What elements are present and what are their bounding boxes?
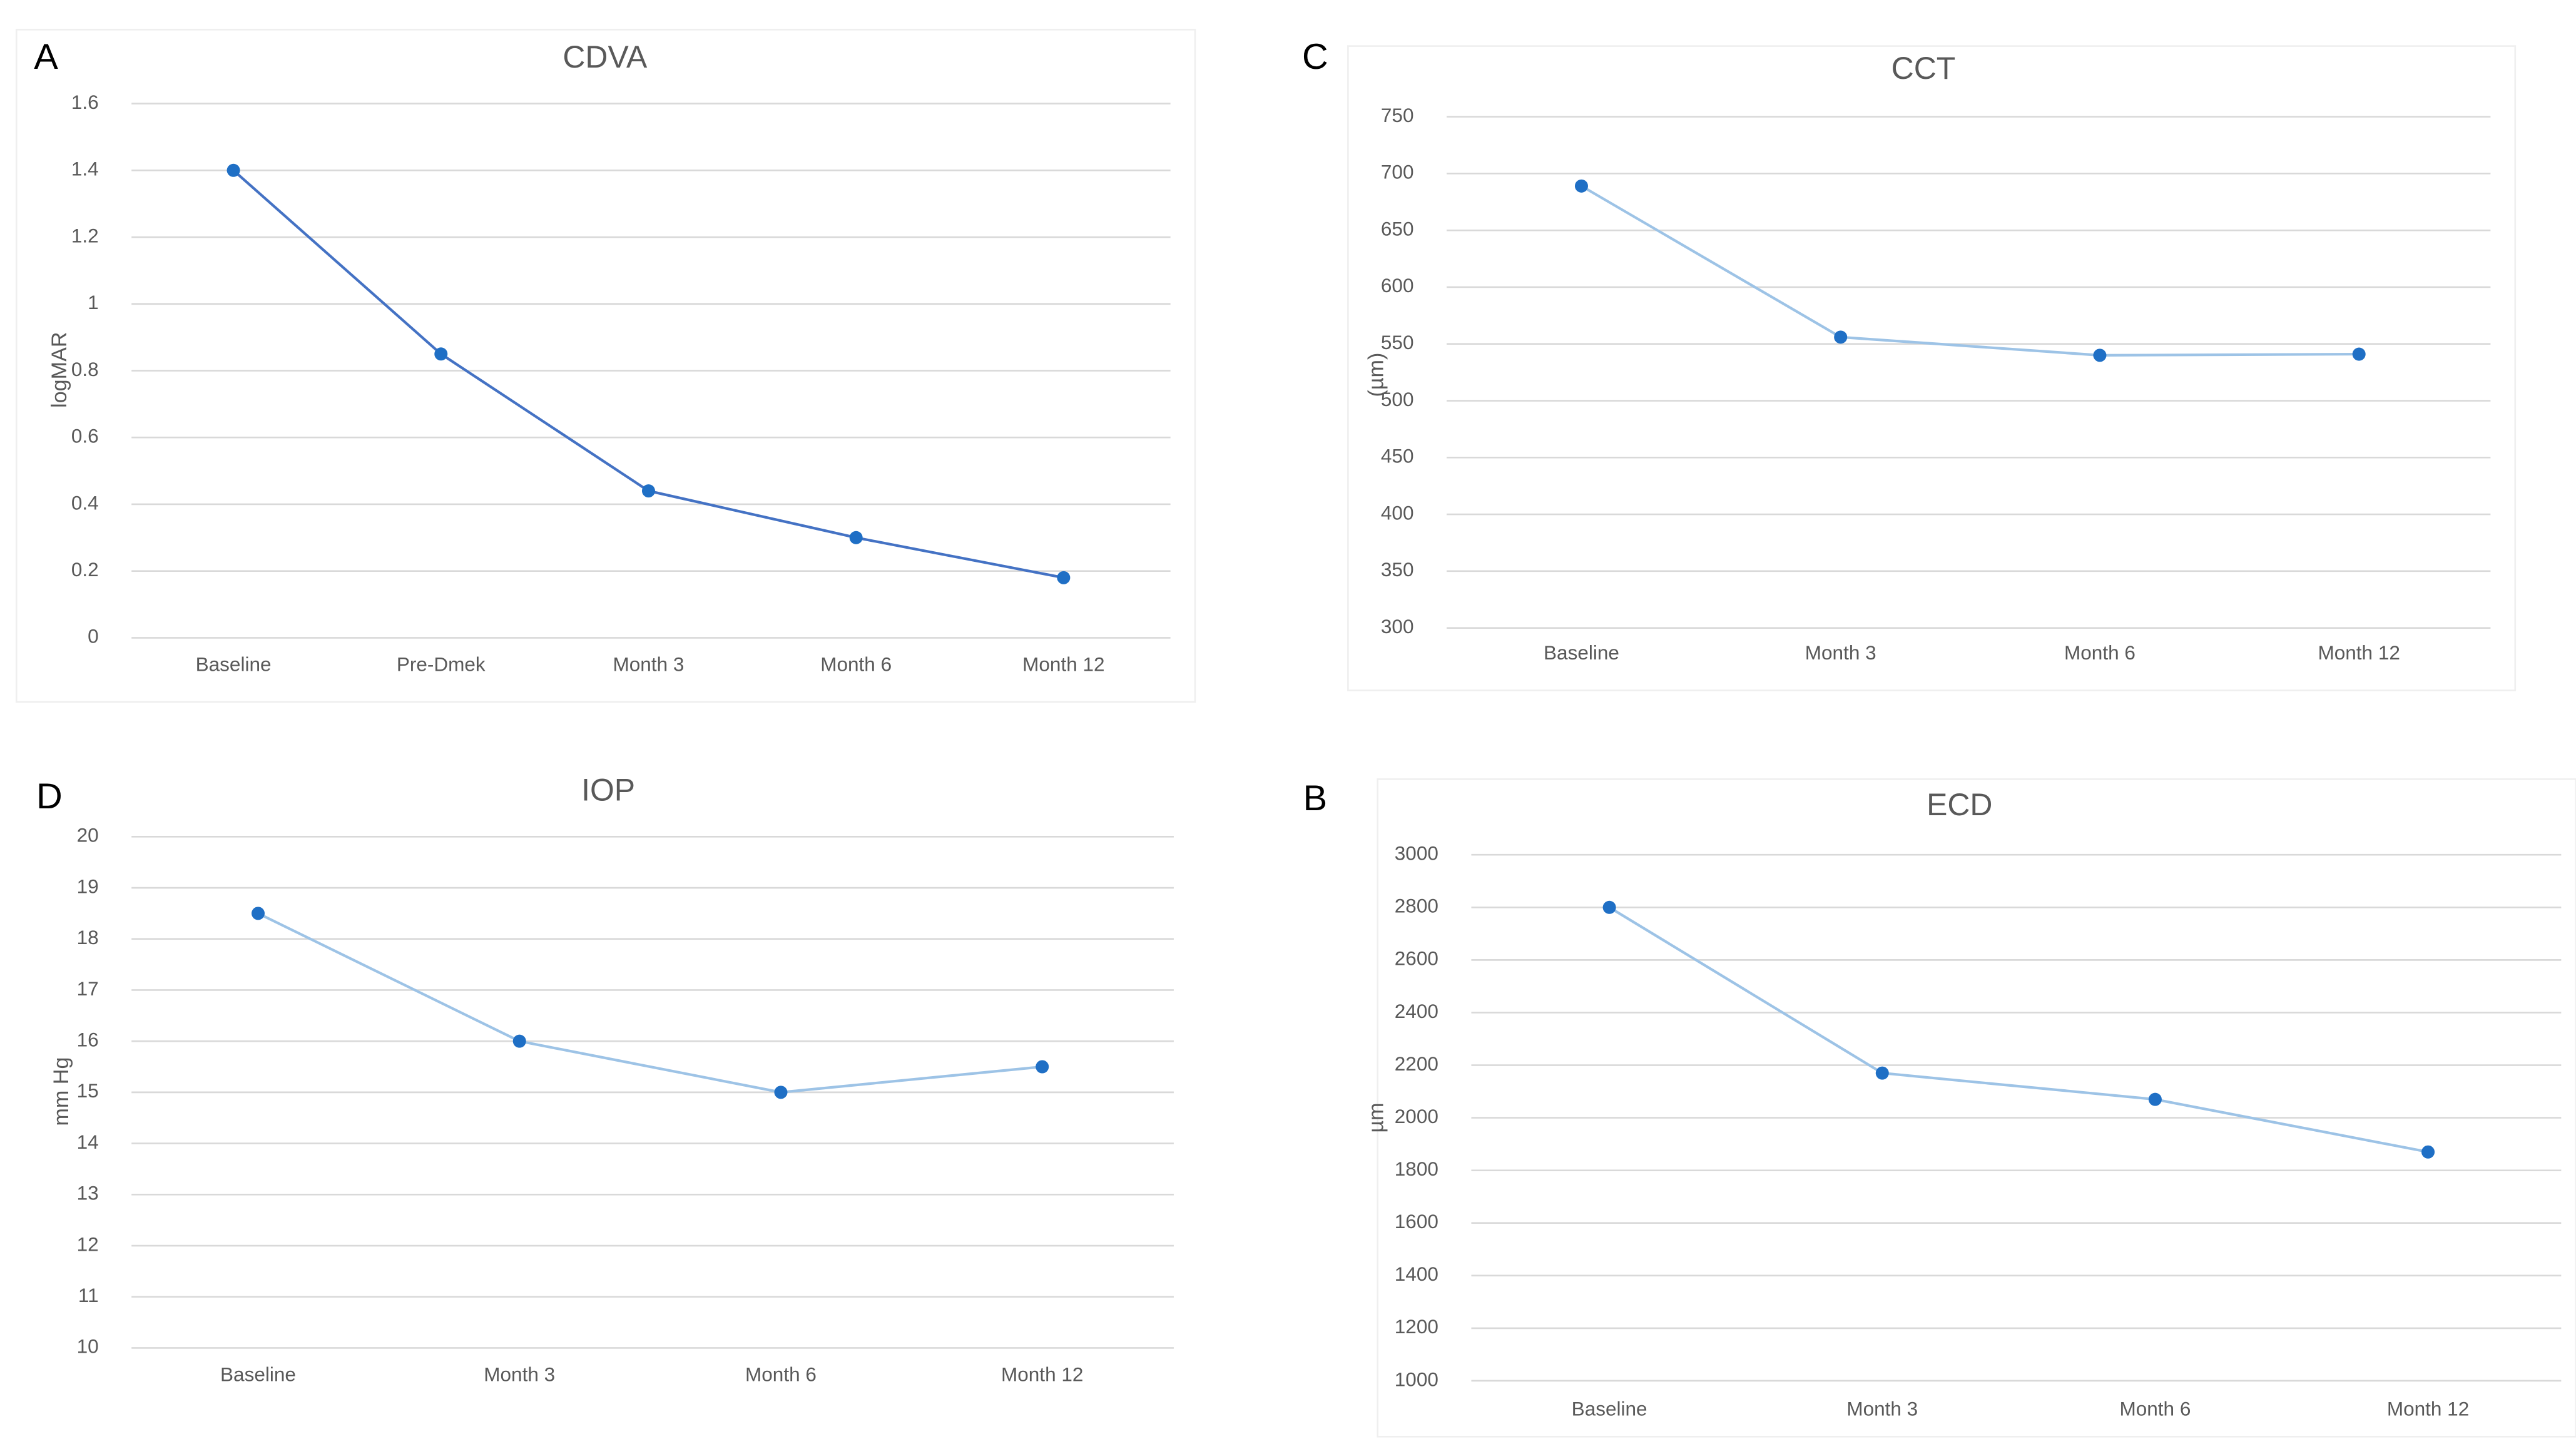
y-tick-label: 700 xyxy=(1381,161,1414,183)
x-tick-label: Pre-Dmek xyxy=(397,653,486,675)
y-tick-label: 400 xyxy=(1381,501,1414,524)
panel-frame xyxy=(1377,778,2576,1438)
y-tick-label: 17 xyxy=(77,977,99,1000)
data-point xyxy=(434,347,448,361)
y-tick-label: 20 xyxy=(77,824,99,847)
y-tick-label: 550 xyxy=(1381,331,1414,353)
x-tick-label: Month 6 xyxy=(2064,641,2136,664)
y-tick-label: 350 xyxy=(1381,558,1414,581)
data-point xyxy=(1875,1066,1889,1080)
y-tick-label: 19 xyxy=(77,875,99,897)
y-tick-label: 450 xyxy=(1381,445,1414,467)
data-point xyxy=(512,1034,526,1048)
data-point xyxy=(2352,347,2366,361)
x-tick-label: Month 6 xyxy=(820,653,892,675)
y-tick-label: 1.4 xyxy=(71,158,99,180)
y-tick-label: 1.6 xyxy=(71,91,99,113)
y-tick-label: 2000 xyxy=(1395,1105,1438,1127)
y-tick-label: 2200 xyxy=(1395,1052,1438,1075)
y-tick-label: 1600 xyxy=(1395,1210,1438,1233)
panel-letter: C xyxy=(1302,37,1328,77)
y-tick-label: 3000 xyxy=(1395,842,1438,865)
panel-letter: B xyxy=(1303,778,1328,818)
y-axis-label: logMAR xyxy=(48,332,71,407)
x-tick-label: Baseline xyxy=(220,1363,296,1385)
panel-letter: D xyxy=(36,776,63,816)
data-point xyxy=(2421,1145,2435,1159)
y-tick-label: 2600 xyxy=(1395,947,1438,970)
y-tick-label: 0.4 xyxy=(71,491,99,514)
y-tick-label: 0 xyxy=(88,625,99,648)
x-tick-label: Baseline xyxy=(1544,641,1619,664)
data-point xyxy=(1834,330,1848,344)
x-tick-label: Month 3 xyxy=(1805,641,1876,664)
data-line xyxy=(257,912,1042,1094)
x-tick-label: Month 12 xyxy=(1022,653,1104,675)
chart-title: CDVA xyxy=(563,39,648,74)
x-tick-label: Month 12 xyxy=(1001,1363,1083,1385)
x-tick-label: Month 12 xyxy=(2318,641,2400,664)
y-tick-label: 2400 xyxy=(1395,1000,1438,1022)
x-tick-label: Month 12 xyxy=(2387,1398,2469,1420)
y-tick-label: 600 xyxy=(1381,274,1414,297)
chart-title: CCT xyxy=(1891,51,1956,86)
y-tick-label: 750 xyxy=(1381,104,1414,126)
x-tick-label: Month 6 xyxy=(745,1363,817,1385)
y-tick-label: 1000 xyxy=(1395,1368,1438,1390)
data-point xyxy=(2148,1092,2162,1106)
chart-title: IOP xyxy=(581,773,635,808)
y-tick-label: 0.6 xyxy=(71,425,99,447)
y-tick-label: 2800 xyxy=(1395,895,1438,917)
data-line xyxy=(1581,185,2360,357)
x-tick-label: Month 6 xyxy=(2119,1398,2191,1420)
y-axis-label: mm Hg xyxy=(49,1057,73,1126)
data-point xyxy=(1574,179,1588,193)
x-tick-label: Baseline xyxy=(196,653,272,675)
x-tick-label: Month 3 xyxy=(1846,1398,1918,1420)
data-point xyxy=(1602,900,1616,914)
y-axis-label: µm xyxy=(1365,1103,1388,1133)
data-point xyxy=(849,531,863,544)
y-tick-label: 1200 xyxy=(1395,1315,1438,1338)
x-tick-label: Month 3 xyxy=(484,1363,555,1385)
y-tick-label: 650 xyxy=(1381,217,1414,240)
data-point xyxy=(641,484,655,498)
y-tick-label: 14 xyxy=(77,1131,99,1153)
data-line xyxy=(232,169,1064,579)
y-tick-label: 13 xyxy=(77,1182,99,1204)
panel-frame xyxy=(15,29,1196,703)
chart-title: ECD xyxy=(1927,787,1992,822)
panel-letter: A xyxy=(34,37,58,77)
data-line xyxy=(1609,906,2428,1154)
data-point xyxy=(774,1086,788,1099)
data-point xyxy=(1057,571,1071,584)
x-tick-label: Month 3 xyxy=(613,653,685,675)
y-tick-label: 10 xyxy=(77,1335,99,1358)
y-tick-label: 0.2 xyxy=(71,558,99,581)
y-tick-label: 1.2 xyxy=(71,224,99,247)
data-point xyxy=(251,907,265,920)
y-tick-label: 0.8 xyxy=(71,358,99,380)
y-tick-label: 1 xyxy=(88,291,99,313)
data-point xyxy=(227,163,240,177)
y-tick-label: 500 xyxy=(1381,388,1414,410)
data-point xyxy=(1036,1060,1049,1074)
y-tick-label: 1400 xyxy=(1395,1263,1438,1285)
x-tick-label: Baseline xyxy=(1572,1398,1647,1420)
y-tick-label: 300 xyxy=(1381,615,1414,638)
y-tick-label: 16 xyxy=(77,1028,99,1050)
y-tick-label: 11 xyxy=(78,1284,99,1306)
data-point xyxy=(2093,348,2107,362)
y-tick-label: 1800 xyxy=(1395,1157,1438,1180)
y-tick-label: 12 xyxy=(77,1233,99,1255)
y-tick-label: 15 xyxy=(77,1079,99,1102)
y-tick-label: 18 xyxy=(77,926,99,948)
panel-frame xyxy=(1347,45,2517,691)
y-axis-label: (µm) xyxy=(1365,353,1388,397)
